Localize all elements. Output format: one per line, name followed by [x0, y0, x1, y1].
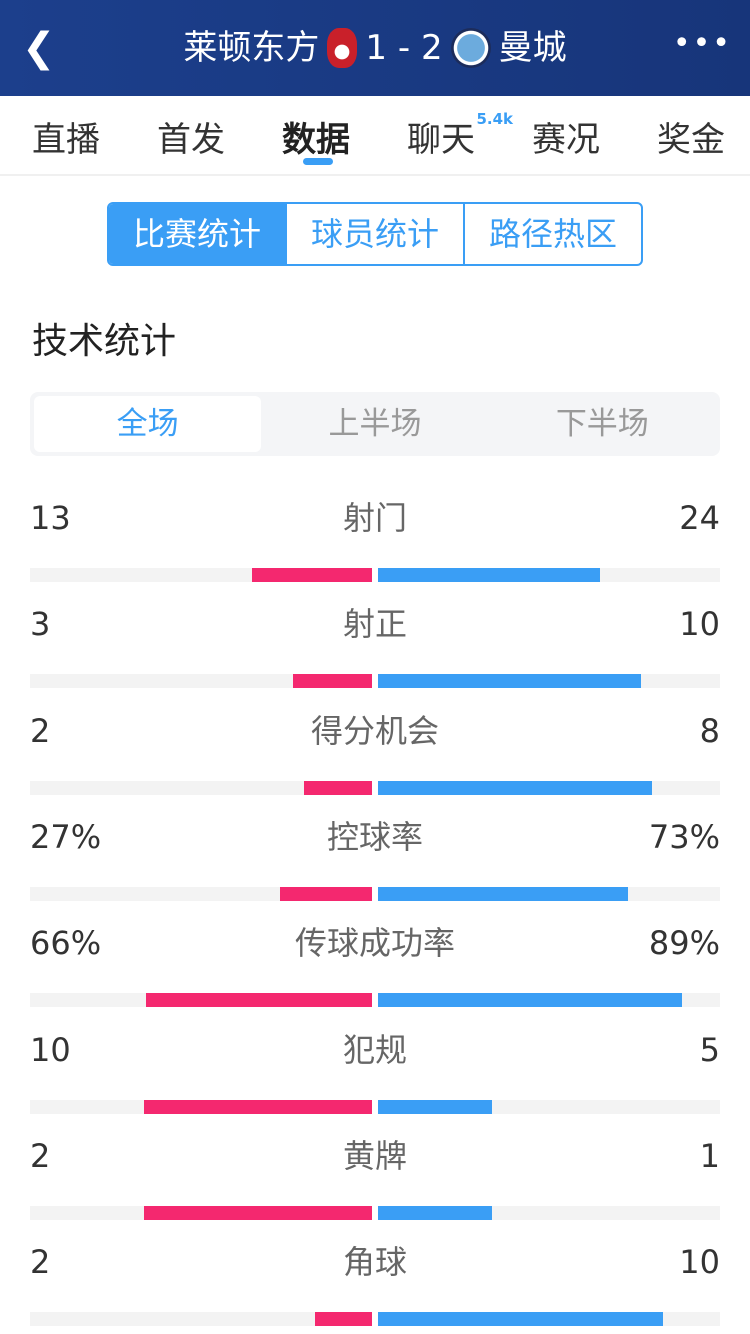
home-crest-icon [327, 28, 358, 68]
tab-lineup[interactable]: 首发 [157, 112, 225, 161]
stat-row: 2 黄牌 1 [30, 1136, 720, 1220]
away-bar [378, 1205, 492, 1220]
home-value: 27% [30, 817, 102, 856]
away-bar [378, 1312, 663, 1327]
away-bar-track [378, 886, 720, 901]
tab-label: 数据 [282, 120, 350, 160]
away-value: 8 [699, 711, 720, 750]
more-icon[interactable]: ••• [672, 26, 732, 61]
home-team-name: 莱顿东方 [183, 28, 320, 68]
home-bar [279, 886, 372, 901]
home-value: 10 [30, 1030, 71, 1069]
tab-label: 首发 [157, 120, 225, 160]
away-bar [378, 568, 601, 582]
tab-data[interactable]: 数据 [282, 112, 350, 161]
stat-row: 66% 传球成功率 89% [30, 923, 720, 1008]
home-value: 3 [30, 605, 51, 644]
tab-label: 聊天 [407, 120, 475, 160]
home-value: 13 [30, 499, 71, 537]
home-bar [314, 1312, 372, 1327]
away-bar-track [378, 1312, 720, 1327]
tab-bar: 直播 首发 数据 聊天 5.4k 赛况 奖金 [0, 96, 750, 176]
home-value: 66% [30, 924, 102, 963]
away-bar [378, 1099, 492, 1114]
home-bar-track [30, 780, 372, 795]
away-value: 89% [648, 924, 720, 963]
away-bar [378, 993, 683, 1008]
tab-events[interactable]: 赛况 [532, 112, 600, 161]
home-bar [143, 1205, 372, 1220]
home-bar-track [30, 886, 372, 901]
segment-match-stats[interactable]: 比赛统计 [109, 204, 285, 264]
stat-row: 3 射正 10 [30, 604, 720, 689]
home-bar [293, 674, 372, 689]
home-bar [143, 1099, 372, 1114]
away-bar-track [378, 1099, 720, 1114]
segment-player-stats[interactable]: 球员统计 [285, 204, 463, 264]
match-title: 莱顿东方 1 - 2 曼城 [0, 24, 750, 72]
home-bar [303, 780, 372, 795]
period-second-half[interactable]: 下半场 [555, 406, 649, 442]
stat-row: 2 得分机会 8 [30, 711, 720, 795]
stat-row: 10 犯规 5 [30, 1030, 720, 1114]
away-bar [378, 886, 628, 901]
away-bar-track [378, 568, 720, 582]
tab-prize[interactable]: 奖金 [657, 112, 725, 161]
away-bar [378, 780, 652, 795]
away-crest-icon [450, 28, 491, 68]
away-value: 10 [679, 605, 720, 644]
stat-name: 控球率 [326, 817, 423, 856]
active-tab-indicator [303, 158, 333, 165]
away-team-name: 曼城 [498, 28, 567, 68]
score: 1 - 2 [365, 28, 443, 68]
home-bar-track [30, 674, 372, 689]
home-value: 2 [30, 1243, 51, 1282]
away-value: 1 [699, 1136, 720, 1175]
away-value: 24 [679, 499, 720, 537]
home-bar-track [30, 568, 372, 582]
away-bar [378, 674, 642, 689]
stat-name: 角球 [342, 1243, 407, 1282]
tab-chat[interactable]: 聊天 5.4k [407, 110, 513, 161]
stat-name: 传球成功率 [294, 924, 455, 963]
away-value: 10 [679, 1243, 720, 1282]
tab-label: 赛况 [532, 120, 600, 160]
home-bar-track [30, 1099, 372, 1114]
period-full[interactable]: 全场 [34, 396, 262, 452]
away-value: 5 [699, 1030, 720, 1069]
stat-name: 射正 [342, 605, 407, 644]
stat-row: 27% 控球率 73% [30, 817, 720, 901]
away-bar-track [378, 674, 720, 689]
home-bar [146, 993, 372, 1008]
away-value: 73% [648, 817, 720, 856]
period-switch: 全场 上半场 下半场 [30, 392, 720, 456]
stat-row: 13 射门 24 [30, 498, 720, 582]
home-value: 2 [30, 711, 51, 750]
stat-name: 黄牌 [342, 1136, 407, 1175]
home-bar-track [30, 1312, 372, 1327]
away-bar-track [378, 993, 720, 1008]
tab-label: 奖金 [657, 120, 725, 160]
chat-count-badge: 5.4k [476, 110, 513, 128]
stat-name: 犯规 [342, 1030, 407, 1069]
period-first-half[interactable]: 上半场 [328, 406, 422, 442]
match-header: ❮ 莱顿东方 1 - 2 曼城 ••• [0, 0, 750, 96]
tab-label: 直播 [32, 120, 100, 160]
stat-name: 得分机会 [310, 711, 439, 750]
back-icon[interactable]: ❮ [22, 25, 56, 71]
home-bar-track [30, 993, 372, 1008]
home-bar-track [30, 1205, 372, 1220]
segment-heatmap[interactable]: 路径热区 [463, 204, 641, 264]
home-value: 2 [30, 1136, 51, 1175]
stats-type-switch: 比赛统计 球员统计 路径热区 [107, 202, 643, 266]
stat-row: 2 角球 10 [30, 1242, 720, 1327]
away-bar-track [378, 1205, 720, 1220]
stat-name: 射门 [342, 499, 407, 537]
home-bar [252, 568, 372, 582]
away-bar-track [378, 780, 720, 795]
section-title: 技术统计 [32, 321, 177, 362]
tab-live[interactable]: 直播 [32, 112, 100, 161]
